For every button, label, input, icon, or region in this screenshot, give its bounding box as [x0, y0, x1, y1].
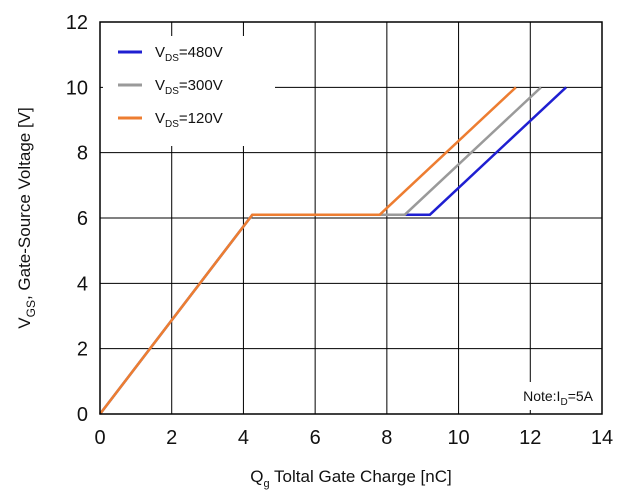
x-axis-label-sub: g — [264, 478, 270, 490]
series-line-2 — [99, 86, 517, 415]
y-tick-label-4: 8 — [77, 143, 88, 165]
y-tick-label-1: 2 — [77, 339, 88, 361]
grid — [99, 21, 603, 415]
y-tick-labels: 0 2 4 6 8 10 12 — [66, 12, 88, 426]
x-tick-label-0: 0 — [94, 427, 105, 449]
legend-label-sub-0: DS — [165, 53, 179, 64]
y-axis-label-main: V — [15, 317, 34, 329]
x-tick-labels: 0 2 4 6 8 10 12 14 — [94, 427, 613, 449]
y-axis-label-rest: , Gate-Source Voltage [V] — [15, 107, 34, 300]
x-tick-label-2: 4 — [238, 427, 249, 449]
x-axis-label: Qg Toltal Gate Charge [nC] — [250, 467, 451, 490]
x-axis-label-main: Q — [250, 467, 263, 486]
legend-label-rest-0: =480V — [179, 44, 223, 61]
plot-frame — [99, 21, 603, 415]
x-tick-label-5: 10 — [447, 427, 469, 449]
y-axis-label: VGS, Gate-Source Voltage [V] — [15, 107, 38, 328]
y-tick-label-2: 4 — [77, 273, 88, 295]
y-tick-label-3: 6 — [77, 208, 88, 230]
note-suffix: =5A — [568, 388, 594, 404]
x-tick-label-3: 6 — [310, 427, 321, 449]
y-tick-label-5: 10 — [66, 77, 88, 99]
legend-background — [103, 36, 275, 146]
legend-box — [103, 36, 275, 146]
legend-label-main-2: V — [155, 110, 165, 127]
legend-label-rest-2: =120V — [179, 110, 223, 127]
x-tick-label-6: 12 — [519, 427, 541, 449]
x-tick-label-7: 14 — [591, 427, 613, 449]
legend-label-0: VDS=480V — [155, 44, 223, 64]
legend-label-sub-2: DS — [165, 119, 179, 130]
legend-label-main-1: V — [155, 77, 165, 94]
y-axis-label-sub: GS — [24, 300, 38, 317]
note-background — [485, 382, 597, 410]
legend-label-rest-1: =300V — [179, 77, 223, 94]
x-axis-label-rest: Toltal Gate Charge [nC] — [270, 467, 452, 486]
series-lines — [99, 86, 567, 415]
note-text: Note:ID=5A — [523, 388, 594, 408]
legend-label-sub-1: DS — [165, 86, 179, 97]
note-sub: D — [560, 397, 567, 408]
x-tick-label-4: 8 — [381, 427, 392, 449]
legend-label-1: VDS=300V — [155, 77, 223, 97]
y-tick-label-6: 12 — [66, 12, 88, 34]
x-tick-label-1: 2 — [166, 427, 177, 449]
legend-label-2: VDS=120V — [155, 110, 223, 130]
note-prefix: Note:I — [523, 388, 560, 404]
y-tick-label-0: 0 — [77, 404, 88, 426]
note-annotation: Note:ID=5A — [485, 382, 597, 410]
legend-label-main-0: V — [155, 44, 165, 61]
